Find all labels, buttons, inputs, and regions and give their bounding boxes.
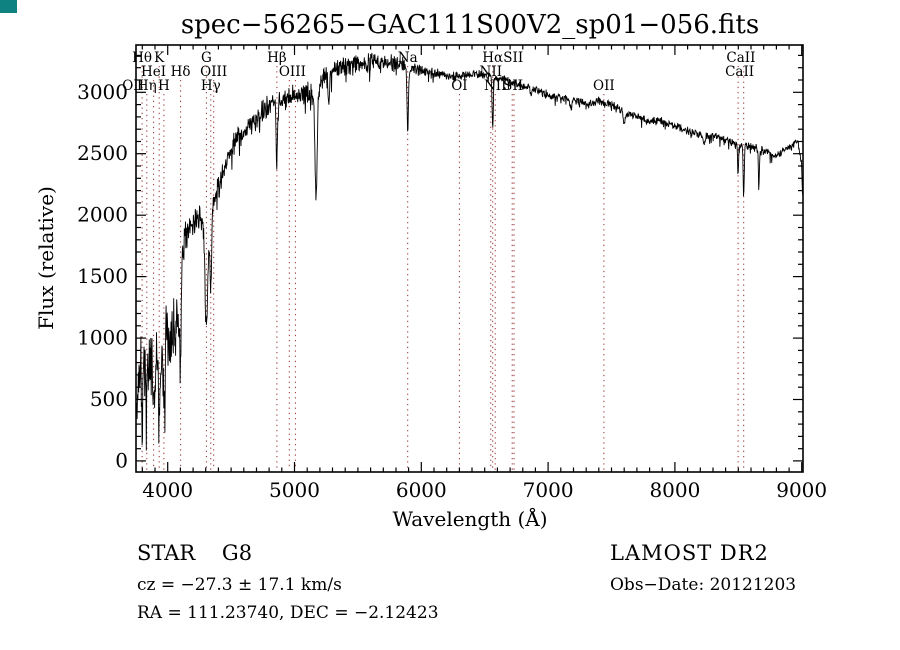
plot-title: spec−56265−GAC111S00V2_sp01−056.fits (181, 10, 759, 40)
spectral-line-label: OII (593, 78, 615, 94)
object-class-label: STAR G8 (137, 541, 252, 565)
y-tick-label: 1500 (77, 264, 128, 288)
y-tick-label: 3000 (77, 80, 128, 104)
plot-box (135, 44, 804, 473)
spectral-line-label: Hα (482, 50, 503, 66)
spectral-line-label: SII (503, 78, 523, 94)
x-tick-label: 7000 (523, 478, 574, 502)
x-tick-label: 9000 (776, 478, 827, 502)
spectral-line-label: NII (480, 64, 502, 80)
ticks-group (136, 45, 803, 472)
spectral-line-label: CaII (726, 50, 755, 66)
y-tick-label: 0 (115, 448, 128, 472)
spectrum-trace (136, 52, 803, 451)
y-tick-label: 1000 (77, 326, 128, 350)
y-tick-label: 500 (90, 387, 128, 411)
x-axis-label: Wavelength (Å) (392, 506, 547, 531)
corner-mark (0, 0, 17, 13)
survey-label: LAMOST DR2 (610, 541, 769, 565)
cz-value: cz = −27.3 ± 17.1 km/s (137, 575, 342, 595)
spectral-line-label: CaII (725, 64, 754, 80)
spectral-line-label: OI (451, 78, 467, 94)
x-tick-label: 4000 (142, 478, 193, 502)
chart-area: 4000 5000 6000 7000 8000 9000 0 500 1000 1500 2000… (77, 44, 827, 502)
spectral-line-label: H (158, 78, 170, 94)
spectral-line-label: Hγ (201, 78, 221, 94)
spectral-line-label: G (201, 50, 212, 66)
spectral-line-label: OIII (200, 64, 227, 80)
ra-dec-value: RA = 111.23740, DEC = −2.12423 (137, 603, 439, 623)
spectral-line-label: SII (503, 50, 523, 66)
y-tick-label: 2000 (77, 203, 128, 227)
y-axis-label: Flux (relative) (34, 186, 58, 330)
spectral-line-label: Hθ (132, 50, 152, 66)
x-tick-label: 8000 (649, 478, 700, 502)
spectral-line-label: NII (484, 78, 506, 94)
spectral-line-label: Hη (137, 78, 157, 94)
spectral-line-label: Na (398, 50, 418, 66)
obs-date-value: Obs−Date: 20121203 (610, 575, 796, 595)
spectral-line-label: K (154, 50, 165, 66)
spectral-line-label: OII (122, 78, 144, 94)
y-tick-label: 2500 (77, 141, 128, 165)
spectral-line-label: Hδ (171, 64, 191, 80)
spectral-line-label: HeI (141, 64, 166, 80)
x-tick-label: 6000 (396, 478, 447, 502)
x-tick-label: 5000 (269, 478, 320, 502)
spectral-line-label: Hβ (267, 50, 287, 66)
dotted-lines-group (141, 66, 745, 470)
spectral-line-label: OIII (279, 64, 306, 80)
